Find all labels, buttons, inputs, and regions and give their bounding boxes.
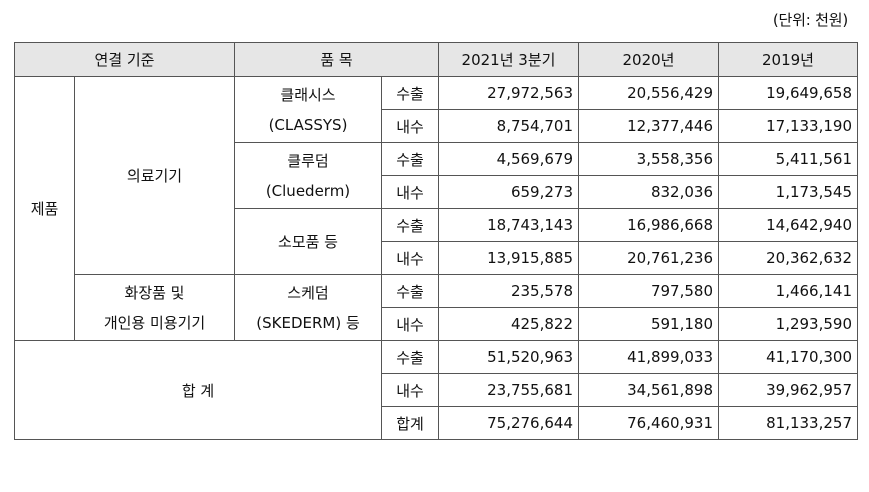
type-export: 수출 (381, 340, 439, 374)
value-cell: 75,276,644 (438, 406, 579, 440)
value-cell: 76,460,931 (578, 406, 719, 440)
cluederm-english: (Cluederm) (265, 181, 351, 200)
value-cell: 23,755,681 (438, 373, 579, 407)
classys-item: 클래시스 (CLASSYS) (234, 76, 382, 143)
header-group: 연결 기준 (14, 42, 235, 77)
value-cell: 41,899,033 (578, 340, 719, 374)
type-domestic: 내수 (381, 373, 439, 407)
value-cell: 235,578 (438, 274, 579, 308)
value-cell: 20,761,236 (578, 241, 719, 275)
value-cell: 39,962,957 (718, 373, 858, 407)
cosmetic-label-line2: 개인용 미용기기 (103, 313, 206, 332)
skederm-item: 스케덤 (SKEDERM) 등 (234, 274, 382, 341)
value-cell: 27,972,563 (438, 76, 579, 110)
type-export: 수출 (381, 142, 439, 176)
table-row: 합계 75,276,644 76,460,931 81,133,257 (15, 406, 858, 440)
header-2020: 2020년 (578, 42, 719, 77)
value-cell: 18,743,143 (438, 208, 579, 242)
cluederm-item: 클루덤 (Cluederm) (234, 142, 382, 209)
product-label: 제품 (14, 76, 75, 341)
table-row: 내수 8,754,701 12,377,446 17,133,190 (15, 109, 858, 143)
sales-by-product-table: 연결 기준 품 목 2021년 3분기 2020년 2019년 제품 의료기기 … (14, 42, 858, 440)
type-export: 수출 (381, 208, 439, 242)
value-cell: 1,293,590 (718, 307, 858, 341)
type-export: 수출 (381, 274, 439, 308)
table-row: 내수 425,822 591,180 1,293,590 (15, 307, 858, 341)
skederm-english: (SKEDERM) 등 (256, 313, 360, 332)
value-cell: 81,133,257 (718, 406, 858, 440)
classys-name: 클래시스 (280, 85, 336, 104)
table-row: 합 계 수출 51,520,963 41,899,033 41,170,300 (14, 340, 858, 440)
type-domestic: 내수 (381, 241, 439, 275)
classys-english: (CLASSYS) (268, 115, 348, 134)
table-row: 화장품 및 개인용 미용기기 스케덤 (SKEDERM) 등 수출 235,57… (15, 274, 858, 341)
table-row: 소모품 등 수출 18,743,143 16,986,668 14,642,94… (15, 208, 858, 275)
type-export: 수출 (381, 76, 439, 110)
value-cell: 1,466,141 (718, 274, 858, 308)
table-row: 내수 13,915,885 20,761,236 20,362,632 (15, 241, 858, 275)
value-cell: 5,411,561 (718, 142, 858, 176)
value-cell: 20,556,429 (578, 76, 719, 110)
consumables-item: 소모품 등 (234, 208, 382, 275)
unit-label: (단위: 천원) (772, 11, 848, 29)
type-sum: 합계 (381, 406, 439, 440)
value-cell: 3,558,356 (578, 142, 719, 176)
table-row: 제품 의료기기 클래시스 (CLASSYS) 수출 27,972,563 20,… (14, 76, 858, 341)
header-row: 연결 기준 품 목 2021년 3분기 2020년 2019년 (14, 42, 858, 77)
value-cell: 17,133,190 (718, 109, 858, 143)
cluederm-name: 클루덤 (287, 151, 329, 170)
value-cell: 20,362,632 (718, 241, 858, 275)
cosmetic-device-label: 화장품 및 개인용 미용기기 (74, 274, 235, 341)
header-item: 품 목 (234, 42, 439, 77)
medical-device-label: 의료기기 (74, 76, 235, 275)
value-cell: 4,569,679 (438, 142, 579, 176)
value-cell: 19,649,658 (718, 76, 858, 110)
type-domestic: 내수 (381, 307, 439, 341)
value-cell: 797,580 (578, 274, 719, 308)
value-cell: 832,036 (578, 175, 719, 209)
value-cell: 8,754,701 (438, 109, 579, 143)
value-cell: 12,377,446 (578, 109, 719, 143)
cosmetic-label-line1: 화장품 및 (124, 283, 185, 302)
value-cell: 659,273 (438, 175, 579, 209)
value-cell: 1,173,545 (718, 175, 858, 209)
value-cell: 591,180 (578, 307, 719, 341)
type-domestic: 내수 (381, 175, 439, 209)
header-2019: 2019년 (718, 42, 858, 77)
value-cell: 41,170,300 (718, 340, 858, 374)
value-cell: 16,986,668 (578, 208, 719, 242)
value-cell: 425,822 (438, 307, 579, 341)
total-label: 합 계 (14, 340, 382, 440)
header-2021q3: 2021년 3분기 (438, 42, 579, 77)
table-row: 내수 23,755,681 34,561,898 39,962,957 (15, 373, 858, 407)
skederm-name: 스케덤 (287, 283, 329, 302)
value-cell: 34,561,898 (578, 373, 719, 407)
type-domestic: 내수 (381, 109, 439, 143)
value-cell: 51,520,963 (438, 340, 579, 374)
value-cell: 14,642,940 (718, 208, 858, 242)
value-cell: 13,915,885 (438, 241, 579, 275)
